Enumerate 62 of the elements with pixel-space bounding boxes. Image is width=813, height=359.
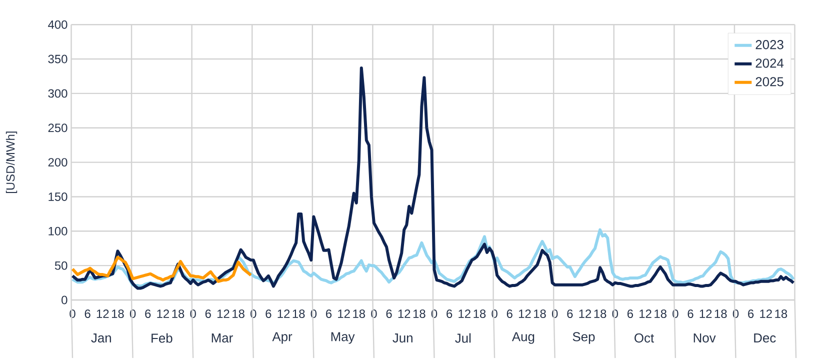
x-tick-label: 18 <box>353 310 366 318</box>
y-tick-label: 200 <box>48 158 68 167</box>
x-tick-label: 12 <box>760 310 772 318</box>
x-tick-label: 12 <box>338 310 350 318</box>
x-tick-label: 12 <box>96 310 109 318</box>
text: Jul <box>455 333 471 343</box>
text: Aug <box>512 332 534 344</box>
x-tick-label: 18 <box>534 310 546 318</box>
text: Nov <box>694 333 716 343</box>
x-tick-label: 18 <box>232 310 244 318</box>
x-tick-label: 6 <box>567 310 573 318</box>
x-tick-label: 18 <box>775 310 788 318</box>
x-tick-label: 18 <box>474 310 486 318</box>
text: Mar <box>212 333 233 343</box>
legend-label: 2023 <box>756 40 784 50</box>
x-tick-label: 18 <box>413 310 426 318</box>
x-tick-label: 12 <box>398 310 410 318</box>
x-tick-label: 12 <box>278 310 290 318</box>
x-tick-label: 6 <box>506 310 512 318</box>
x-tick-label: 6 <box>446 310 452 318</box>
x-tick-label: 12 <box>700 310 712 318</box>
text: Feb <box>152 333 172 343</box>
x-tick-label: 12 <box>217 310 230 318</box>
x-tick-label: 6 <box>266 310 272 318</box>
text: Sep <box>572 332 595 344</box>
x-tick-label: 18 <box>714 310 727 318</box>
x-tick-label: 6 <box>627 310 634 318</box>
x-tick-label: 12 <box>579 310 592 318</box>
y-tick-label: 0 <box>62 296 68 304</box>
x-tick-label: 12 <box>157 310 169 318</box>
x-tick-label: 18 <box>112 310 124 318</box>
y-tick-label: 300 <box>48 89 68 98</box>
x-tick-label: 0 <box>310 310 317 318</box>
y-tick-label: 150 <box>48 192 68 201</box>
text: Oct <box>634 333 654 343</box>
x-tick-label: 6 <box>84 310 90 318</box>
x-tick-label: 6 <box>145 310 151 318</box>
text: Dec <box>754 333 776 343</box>
y-tick-label: 100 <box>48 226 68 236</box>
y-axis-title: [USD/MWh] <box>6 132 18 193</box>
y-tick-label: 50 <box>54 261 68 270</box>
x-tick-label: 18 <box>172 310 184 318</box>
text: Jan <box>91 333 111 343</box>
x-tick-label: 6 <box>326 310 332 318</box>
x-tick-label: 6 <box>205 310 211 318</box>
x-tick-label: 18 <box>292 310 305 318</box>
text: Jun <box>392 333 412 343</box>
x-tick-label: 18 <box>594 310 606 318</box>
text: May <box>331 332 355 344</box>
x-tick-label: 18 <box>654 310 666 318</box>
legend-label: 2024 <box>756 58 784 68</box>
x-tick-label: 6 <box>688 310 694 318</box>
x-tick-label: 12 <box>640 310 652 318</box>
x-tick-label: 12 <box>518 310 531 318</box>
y-tick-label: 350 <box>48 54 68 64</box>
x-tick-label: 6 <box>386 310 392 318</box>
y-tick-label: 400 <box>48 20 68 29</box>
x-tick-label: 6 <box>748 310 754 318</box>
text: Apr <box>272 332 292 344</box>
legend-label: 2025 <box>756 77 784 86</box>
x-tick-label: 12 <box>458 310 470 318</box>
y-tick-label: 250 <box>48 124 68 132</box>
